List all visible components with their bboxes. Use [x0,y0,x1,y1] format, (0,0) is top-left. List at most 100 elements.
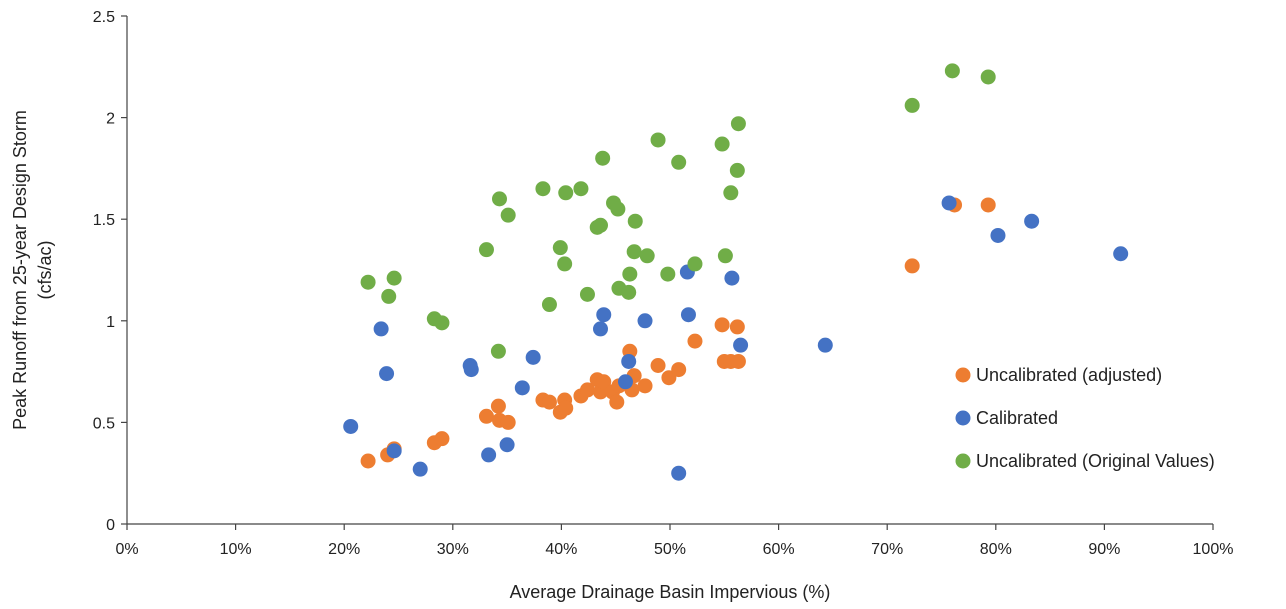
legend-item: Uncalibrated (Original Values) [955,451,1215,471]
data-point [379,366,395,382]
data-point [723,185,739,201]
data-point [671,154,687,170]
y-axis-title-line-1: Peak Runoff from 25-year Design Storm [10,110,30,430]
data-point [552,240,568,256]
series-1 [343,195,1129,481]
data-point [622,266,638,282]
data-point [596,307,612,323]
data-point [733,337,749,353]
data-point [541,297,557,313]
data-point [729,162,745,178]
y-tick-label: 1.5 [93,212,115,229]
data-point [478,408,494,424]
data-point [730,353,746,369]
legend-marker [955,367,971,383]
x-tick-label: 80% [980,541,1012,558]
x-tick-label: 100% [1193,541,1234,558]
data-point [558,400,574,416]
data-point [626,244,642,260]
y-axis-title: Peak Runoff from 25-year Design Storm (c… [10,110,55,430]
legend-marker [955,453,971,469]
data-point [386,270,402,286]
data-point [525,349,541,365]
x-axis-ticks: 0% 10% 20% 30% 40% 50% 60% 70% 80% 90% 100% [115,524,1233,558]
x-tick-label: 30% [437,541,469,558]
data-point [343,418,359,434]
data-point [558,185,574,201]
data-points [343,63,1129,481]
x-tick-label: 20% [328,541,360,558]
y-axis-ticks: 0 0.5 1 1.5 2 2.5 [93,9,127,534]
data-point [990,227,1006,243]
data-point [730,116,746,132]
data-point [579,286,595,302]
x-tick-label: 10% [220,541,252,558]
data-point [941,195,957,211]
data-point [650,132,666,148]
data-point [535,181,551,197]
y-tick-label: 2 [106,111,115,128]
x-axis-title: Average Drainage Basin Impervious (%) [510,582,831,602]
data-point [639,248,655,264]
data-point [478,242,494,258]
y-tick-label: 1 [106,314,115,331]
data-point [373,321,389,337]
legend-marker [955,410,971,426]
legend-label: Calibrated [976,408,1058,428]
data-point [717,248,733,264]
legend-label: Uncalibrated (Original Values) [976,451,1215,471]
data-point [687,333,703,349]
data-point [650,358,666,374]
data-point [1024,213,1040,229]
data-point [360,274,376,290]
y-axis-title-line-2: (cfs/ac) [35,240,55,299]
data-point [617,374,633,390]
data-point [491,191,507,207]
series-0 [360,197,996,469]
data-point [817,337,833,353]
data-point [360,453,376,469]
data-point [609,394,625,410]
data-point [637,313,653,329]
legend: Uncalibrated (adjusted) Calibrated Uncalib… [955,365,1215,471]
x-tick-label: 70% [871,541,903,558]
data-point [434,315,450,331]
data-point [1113,246,1129,262]
data-point [980,197,996,213]
data-point [637,378,653,394]
data-point [610,201,626,217]
data-point [592,321,608,337]
data-point [621,284,637,300]
data-point [627,213,643,229]
x-tick-label: 0% [115,541,138,558]
y-tick-label: 2.5 [93,9,115,26]
legend-item: Uncalibrated (adjusted) [955,365,1162,385]
data-point [680,307,696,323]
data-point [714,317,730,333]
data-point [660,266,676,282]
data-point [557,256,573,272]
data-point [573,181,589,197]
legend-item: Calibrated [955,408,1058,428]
data-point [514,380,530,396]
series-2 [360,63,996,359]
data-point [500,207,516,223]
data-point [434,431,450,447]
data-point [463,362,479,378]
data-point [714,136,730,152]
y-tick-label: 0 [106,517,115,534]
data-point [490,398,506,414]
data-point [500,414,516,430]
data-point [671,465,687,481]
data-point [386,443,402,459]
x-tick-label: 50% [654,541,686,558]
data-point [980,69,996,85]
data-point [592,217,608,233]
x-tick-label: 60% [763,541,795,558]
data-point [595,150,611,166]
legend-label: Uncalibrated (adjusted) [976,365,1162,385]
data-point [596,374,612,390]
data-point [671,362,687,378]
data-point [621,353,637,369]
